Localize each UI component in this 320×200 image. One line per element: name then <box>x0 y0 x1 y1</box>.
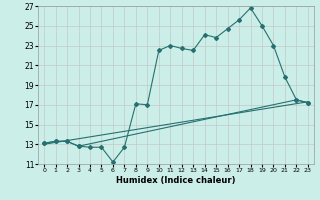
X-axis label: Humidex (Indice chaleur): Humidex (Indice chaleur) <box>116 176 236 185</box>
